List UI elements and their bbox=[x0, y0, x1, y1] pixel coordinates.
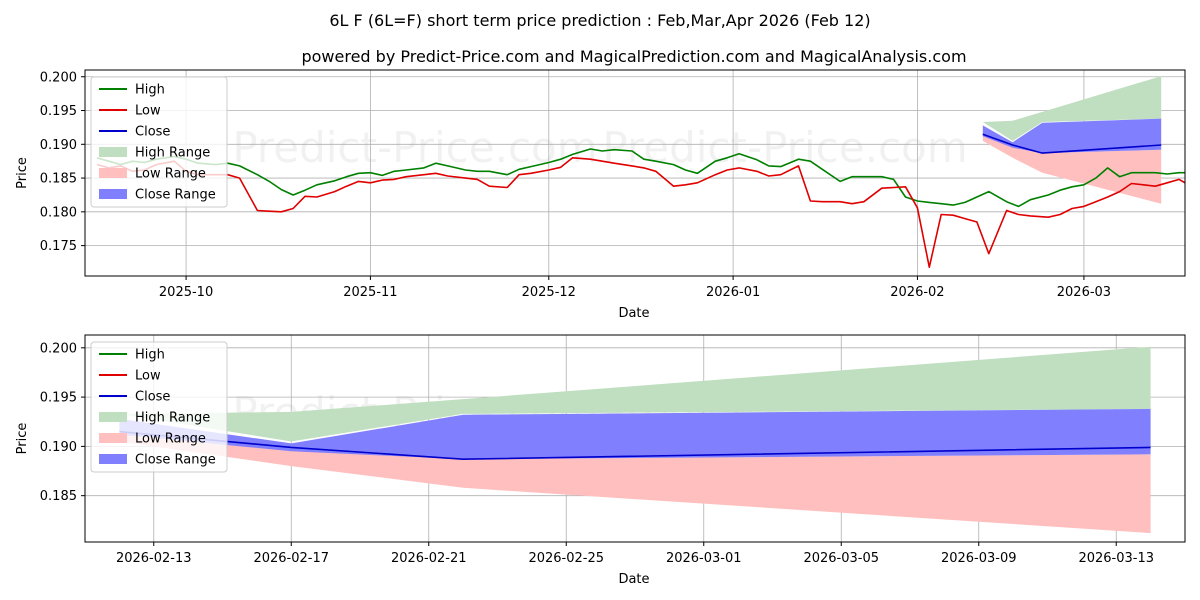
high-series-line bbox=[96, 148, 1185, 208]
history-panel: Predict-Price.com Predict-Price.com 2025-1… bbox=[15, 69, 1186, 321]
y-tick-label: 0.195 bbox=[40, 391, 77, 406]
x-tick-label: 2026-03-01 bbox=[666, 551, 742, 566]
close-range-band bbox=[982, 118, 1162, 154]
y-tick-label: 0.180 bbox=[40, 205, 77, 220]
legend: High Low Close High Range Low Range Close Ran… bbox=[90, 341, 228, 473]
low-range-band bbox=[982, 134, 1162, 204]
legend-label: High Range bbox=[135, 146, 210, 161]
legend-label: Close Range bbox=[135, 188, 216, 203]
legend-patch-swatch bbox=[99, 433, 127, 443]
y-tick-label: 0.175 bbox=[40, 239, 77, 254]
x-tick-label: 2025-11 bbox=[343, 285, 397, 300]
legend-label: High bbox=[135, 348, 165, 363]
x-tick-label: 2026-03-13 bbox=[1078, 551, 1154, 566]
legend-patch-swatch bbox=[99, 168, 127, 178]
chart-subtitle: powered by Predict-Price.com and Magical… bbox=[301, 47, 966, 66]
x-tick-label: 2026-02-25 bbox=[528, 551, 604, 566]
watermark-text: Predict-Price.com bbox=[232, 123, 597, 172]
low-series-line bbox=[96, 157, 1185, 268]
y-axis-label: Price bbox=[15, 423, 30, 455]
x-tick-label: 2026-03-05 bbox=[803, 551, 879, 566]
axes-frame bbox=[84, 69, 1186, 277]
close-series-line bbox=[982, 133, 1162, 154]
axes-frame bbox=[84, 334, 1186, 543]
legend-label: Close bbox=[135, 390, 170, 405]
y-tick-label: 0.200 bbox=[40, 70, 77, 85]
legend-label: Low bbox=[135, 104, 161, 119]
legend-label: Low bbox=[135, 369, 161, 384]
legend-label: Low Range bbox=[135, 432, 206, 447]
high-range-band bbox=[119, 346, 1151, 442]
x-tick-label: 2026-02-13 bbox=[116, 551, 192, 566]
x-tick-label: 2026-02-21 bbox=[391, 551, 467, 566]
y-tick-label: 0.190 bbox=[40, 440, 77, 455]
y-tick-label: 0.185 bbox=[40, 172, 77, 187]
legend-patch-swatch bbox=[99, 454, 127, 464]
legend-label: High bbox=[135, 83, 165, 98]
legend-label: Close bbox=[135, 125, 170, 140]
legend-patch-swatch bbox=[99, 147, 127, 157]
legend-patch-swatch bbox=[99, 189, 127, 199]
forecast-panel: Predict-Price.comPredict-Price.com2026-0… bbox=[15, 334, 1186, 587]
watermark-text: Predict-Price.com bbox=[602, 123, 967, 172]
y-tick-label: 0.190 bbox=[40, 138, 77, 153]
x-tick-label: 2025-10 bbox=[159, 285, 213, 300]
high-range-band bbox=[982, 76, 1162, 141]
chart-title: 6L F (6L=F) short term price prediction … bbox=[329, 11, 870, 30]
legend-label: High Range bbox=[135, 411, 210, 426]
plot-area bbox=[85, 70, 1185, 276]
y-tick-label: 0.185 bbox=[40, 489, 77, 504]
x-tick-label: 2026-02-17 bbox=[253, 551, 329, 566]
plot-area bbox=[85, 335, 1185, 542]
legend-label: Low Range bbox=[135, 167, 206, 182]
x-tick-label: 2026-01 bbox=[706, 285, 760, 300]
low-range-band bbox=[119, 431, 1151, 534]
y-tick-label: 0.200 bbox=[40, 341, 77, 356]
close-range-band bbox=[119, 408, 1151, 460]
legend: High Low Close High Range Low Range Close Ran… bbox=[90, 76, 228, 208]
x-tick-label: 2025-12 bbox=[522, 285, 576, 300]
legend-patch-swatch bbox=[99, 412, 127, 422]
x-axis-label: Date bbox=[618, 572, 649, 587]
x-tick-label: 2026-03 bbox=[1057, 285, 1111, 300]
x-tick-label: 2026-02 bbox=[890, 285, 944, 300]
y-axis-label: Price bbox=[15, 157, 30, 189]
legend-label: Close Range bbox=[135, 453, 216, 468]
x-tick-label: 2026-03-09 bbox=[941, 551, 1017, 566]
y-tick-label: 0.195 bbox=[40, 104, 77, 119]
x-axis-label: Date bbox=[618, 306, 649, 321]
